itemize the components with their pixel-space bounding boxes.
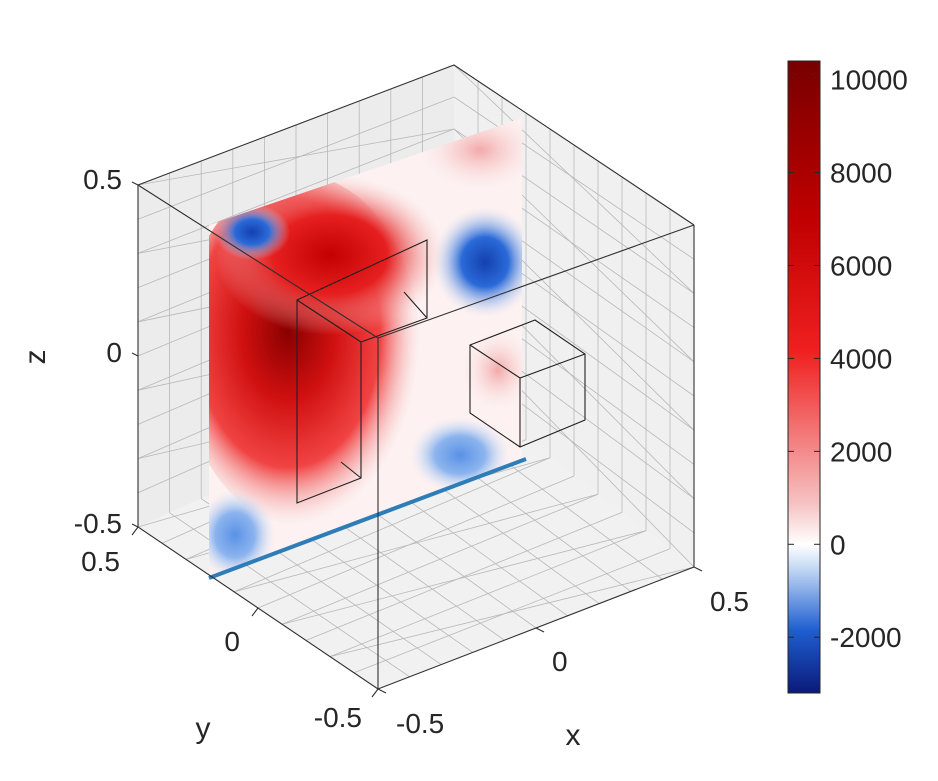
grid-line-floor: [353, 548, 671, 674]
x-axis-label: x: [566, 719, 581, 752]
axis-ticks: [131, 181, 703, 698]
y-tick-label: 0: [224, 626, 240, 657]
grid-line-floor: [329, 566, 695, 657]
colorbar-tick-label: 4000: [830, 343, 892, 374]
grid-line-back-left: [137, 128, 455, 186]
z-tick-label: 0.5: [83, 164, 122, 195]
z-tick-label: -0.5: [74, 508, 122, 539]
y-tick-label: -0.5: [314, 702, 362, 733]
axis-tick: [131, 523, 139, 528]
colorbar-tick-label: 6000: [830, 250, 892, 281]
box-left: [296, 239, 428, 504]
grid-line-floor: [281, 493, 599, 625]
x-tick-label: 0.5: [710, 586, 749, 617]
colorbar-tick-label: 10000: [830, 65, 908, 96]
z-tick-label: 0: [106, 337, 122, 368]
y-axis-label: y: [196, 712, 211, 745]
colorbar-tick-label: -2000: [830, 622, 902, 653]
colorbar-tick-label: 2000: [830, 436, 892, 467]
axis-tick: [535, 627, 545, 633]
grid-line-floor: [257, 475, 575, 609]
axis-tick: [377, 688, 387, 694]
colorbar-tick-label: 8000: [830, 158, 892, 189]
axis-tick: [693, 566, 703, 572]
pink-region-mid: [463, 330, 522, 410]
axis-tick: [371, 688, 379, 698]
x-tick-label: 0: [552, 646, 568, 677]
floor-face: [138, 385, 694, 689]
axis-tick: [131, 352, 139, 357]
axis-tick: [251, 607, 259, 617]
grid-line-back-right: [453, 64, 695, 294]
grid-line-floor: [281, 530, 647, 625]
blue-region-bottom-left: [209, 490, 275, 577]
slice-bottom-line: [208, 457, 527, 580]
blue-region-top-right: [433, 207, 522, 317]
colorbar-tick-label: 0: [830, 529, 846, 560]
grid-line-floor: [233, 493, 599, 593]
grid-line-floor: [305, 512, 623, 641]
colorbar-ticks: 10000 8000 6000 4000 2000 0 -2000: [788, 65, 908, 653]
z-axis-label: z: [19, 350, 52, 365]
box-right: [469, 319, 586, 448]
axis-tick: [131, 181, 139, 186]
colorbar: [787, 60, 821, 694]
grid-line-floor: [329, 530, 647, 657]
axis-tick: [131, 526, 139, 536]
slice-plane: [209, 118, 522, 577]
x-tick-label: -0.5: [396, 708, 444, 739]
y-tick-label: 0.5: [81, 546, 120, 577]
